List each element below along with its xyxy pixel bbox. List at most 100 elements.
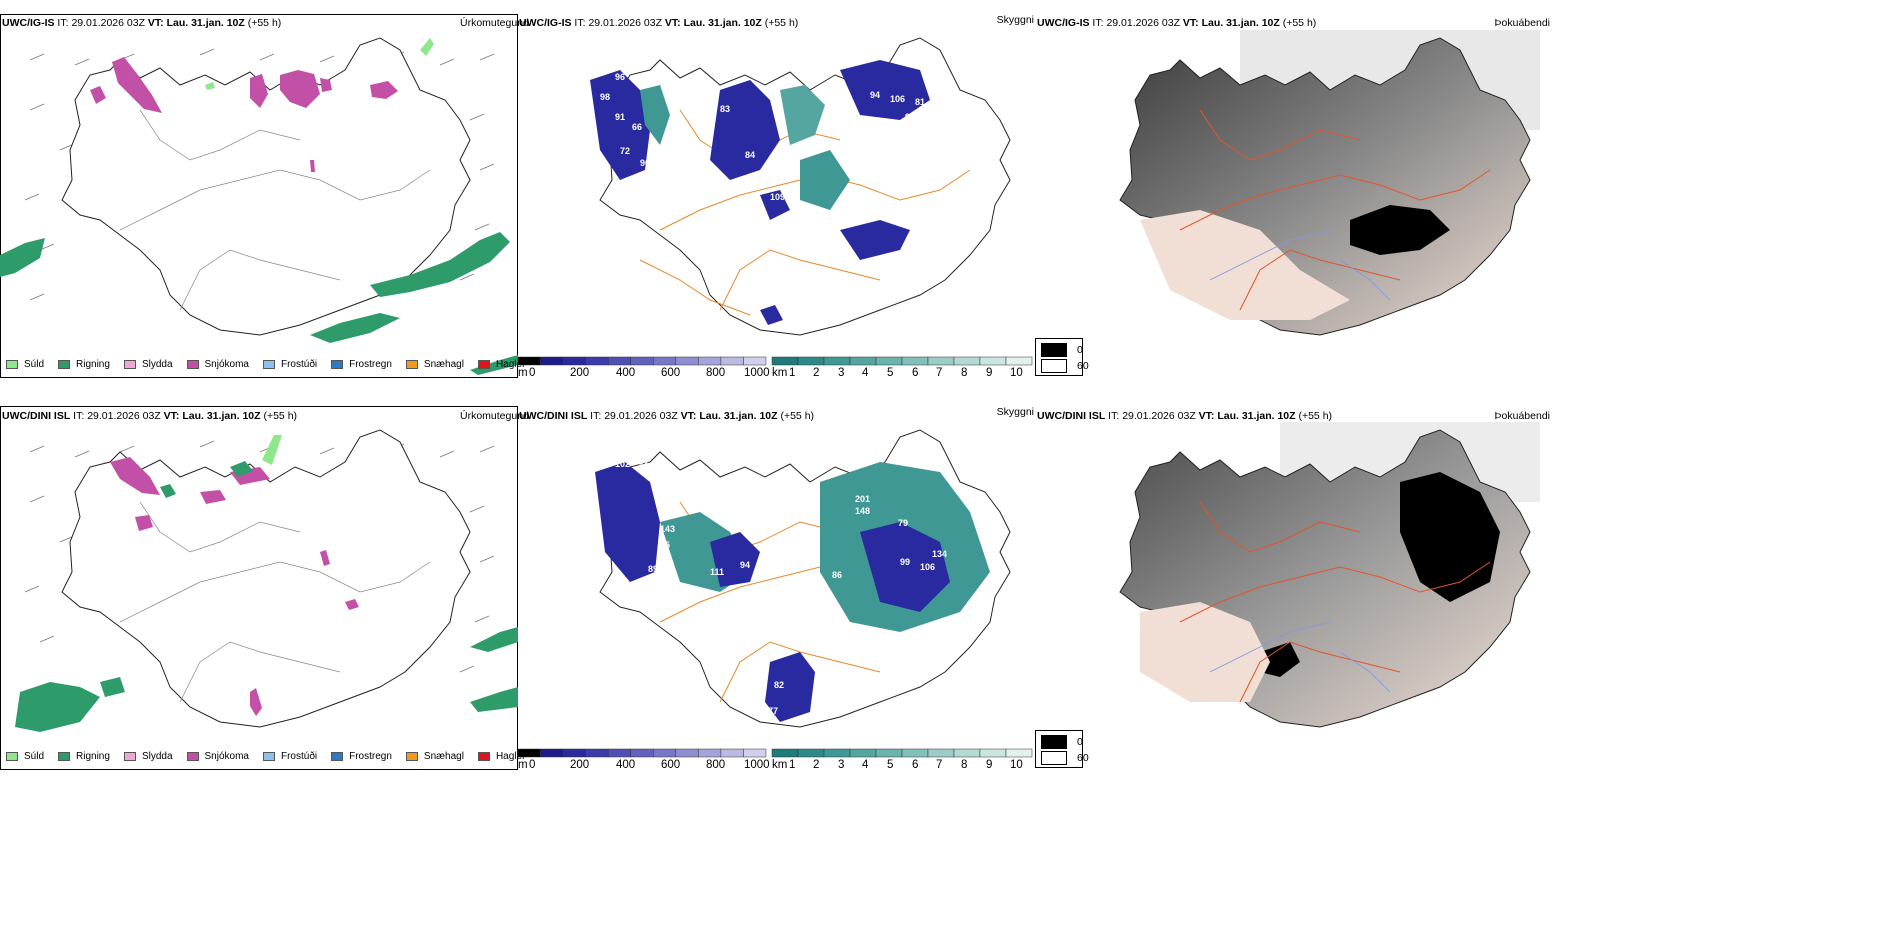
precip-rain-patches — [15, 461, 518, 732]
tick-label: 4 — [862, 367, 869, 379]
vt-value: Lau. 31.jan. 10Z — [683, 17, 762, 29]
legend-label: Frostúði — [280, 751, 318, 762]
cloud-label: 94 — [870, 90, 880, 100]
colorbar-segment — [927, 356, 955, 366]
cloud-base-labels: 96 98 91 66 72 96 83 84 109 71 93 94 106… — [600, 72, 925, 297]
cloud-label: 83 — [720, 104, 730, 114]
model-label: UWC/IG-IS — [1037, 17, 1090, 29]
cloud-base-colorbar — [517, 356, 767, 366]
vt-value: Lau. 31.jan. 10Z — [182, 410, 261, 422]
cloud-label: 160 — [820, 600, 835, 610]
tick-label: 0 — [529, 759, 536, 771]
tick-label: 4 — [862, 759, 869, 771]
it-label: IT: — [73, 410, 85, 422]
visibility-colorbar — [771, 356, 1033, 366]
fog-high-label: 0 — [1077, 736, 1083, 748]
map-frame-top — [0, 14, 518, 378]
colorbar-segment — [630, 748, 654, 758]
cloud-label: 134 — [932, 549, 947, 559]
colorbar-segment — [979, 356, 1007, 366]
it-value: 29.01.2026 03Z — [588, 17, 662, 29]
fog-legend-top: 0 60 — [1035, 338, 1089, 376]
legend-label: Frostregn — [349, 751, 392, 762]
swatch-icon — [1041, 735, 1067, 749]
cloud-label: 201 — [855, 494, 870, 504]
model-label: UWC/DINI ISL — [519, 410, 588, 422]
cloud-label: 96 — [615, 72, 625, 82]
vt-value: Lau. 31.jan. 10Z — [1217, 410, 1296, 422]
legend-item: Slydda — [123, 359, 173, 370]
vt-label: VT: — [147, 17, 164, 29]
swatch-icon — [58, 360, 71, 369]
panel-title: Skyggni — [996, 14, 1034, 26]
legend-label: Snæhagl — [423, 751, 464, 762]
legend-item: Rigning — [58, 359, 110, 370]
tick-label: 2 — [813, 367, 820, 379]
model-label: UWC/IG-IS — [2, 17, 55, 29]
visibility-colorbar — [771, 748, 1033, 758]
colorbar-segment — [849, 748, 877, 758]
colorbar-segment — [823, 356, 851, 366]
panel-header: UWC/DINI ISL IT: 29.01.2026 03Z VT: Lau.… — [1037, 410, 1332, 422]
cloud-label: 79 — [898, 518, 908, 528]
cloud-label: 98 — [730, 592, 740, 602]
fog-low-label: 60 — [1077, 752, 1089, 764]
colorbar-segment — [743, 748, 767, 758]
fog-dense-patch — [1400, 472, 1500, 602]
cloud-label: 105 — [895, 282, 910, 292]
colorbar-segment — [849, 356, 877, 366]
cloud-label: 93 — [845, 104, 855, 114]
swatch-icon — [262, 752, 275, 761]
cloud-label: 86 — [832, 570, 842, 580]
fog-dense-patch — [1350, 205, 1450, 255]
colorbar-segment — [1005, 356, 1033, 366]
legend-label: Snjókoma — [204, 751, 249, 762]
colorbar-segment — [517, 748, 541, 758]
cloud-base-patches — [595, 462, 990, 722]
legend-label: Slydda — [141, 751, 173, 762]
colorbar-segment — [562, 356, 586, 366]
tick-label: 800 — [706, 367, 726, 379]
legend-label: Rigning — [76, 751, 110, 762]
legend-item: Slydda — [123, 751, 173, 762]
cloud-label: 66 — [632, 122, 642, 132]
cloud-label: 93 — [638, 459, 648, 469]
tick-label: 9 — [986, 367, 993, 379]
precip-type-map-top — [0, 37, 518, 375]
swatch-icon — [123, 360, 136, 369]
colorbar-segment — [953, 748, 981, 758]
legend-label: Súld — [24, 359, 45, 370]
vt-label: VT: — [1182, 17, 1199, 29]
panel-header: UWC/DINI ISL IT: 29.01.2026 03Z VT: Lau.… — [2, 410, 297, 422]
panel-header: UWC/IG-IS IT: 29.01.2026 03Z VT: Lau. 31… — [519, 17, 798, 29]
colorbar-segment — [743, 356, 767, 366]
lead-time: (+55 h) — [247, 17, 282, 29]
colorbar-segment — [979, 748, 1007, 758]
visibility-map-bottom: 102 93 143 85 89 73 111 94 98 89 80 86 1… — [595, 429, 1011, 728]
cloud-label: 106 — [920, 562, 935, 572]
cloud-label: 111 — [710, 567, 724, 577]
colorbar-segment — [607, 748, 631, 758]
panel-title: Úrkomutegund — [460, 410, 529, 422]
it-label: IT: — [574, 17, 586, 29]
swatch-icon — [58, 752, 71, 761]
legend-item: Frostregn — [331, 359, 392, 370]
swatch-icon — [6, 752, 18, 761]
cloud-label: 98 — [600, 92, 610, 102]
legend-label: Rigning — [76, 359, 110, 370]
fog-low-label: 60 — [1077, 360, 1089, 372]
colorbar-segment — [562, 748, 586, 758]
colorbar-segment — [823, 748, 851, 758]
cloud-label: 89 — [648, 564, 658, 574]
vt-label: VT: — [664, 17, 681, 29]
colorbar-segment — [698, 356, 722, 366]
panel-header: UWC/IG-IS IT: 29.01.2026 03Z VT: Lau. 31… — [1037, 17, 1316, 29]
tick-label: 5 — [887, 759, 894, 771]
road-network — [119, 501, 431, 703]
legend-item: Súld — [6, 751, 44, 762]
colorbar-segment — [720, 356, 744, 366]
cloud-base-labels: 102 93 143 85 89 73 111 94 98 89 80 86 1… — [615, 459, 947, 716]
colorbar-segment — [630, 356, 654, 366]
visibility-unit: km — [772, 759, 788, 771]
legend-label: Slydda — [141, 359, 173, 370]
